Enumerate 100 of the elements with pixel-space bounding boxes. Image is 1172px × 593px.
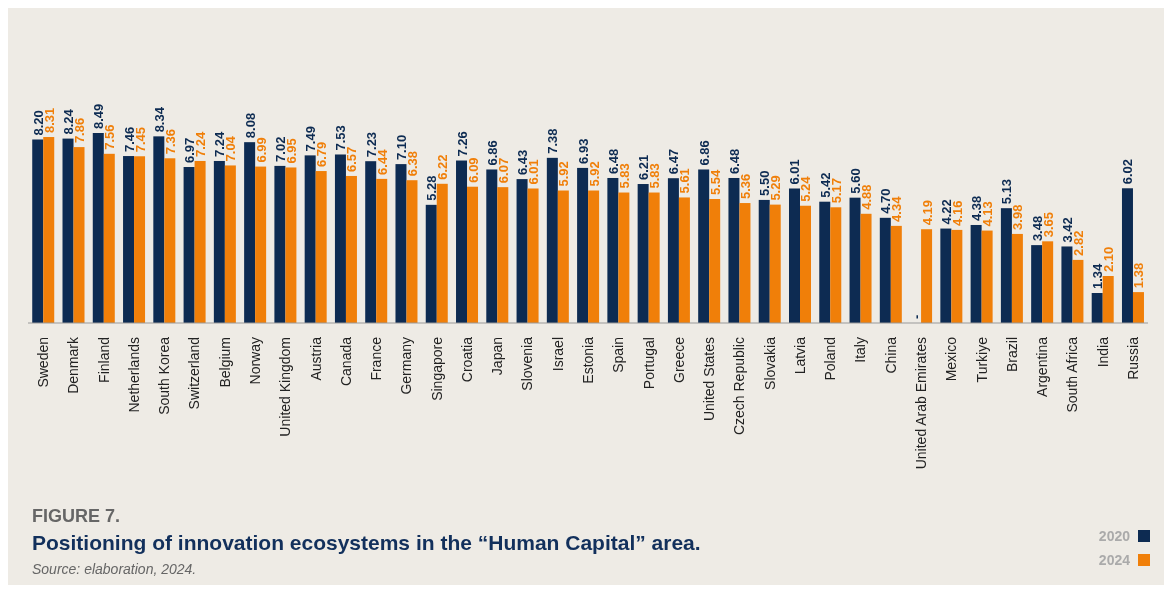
bar [1000, 208, 1012, 323]
bar [1042, 241, 1054, 323]
bar [678, 197, 690, 323]
x-tick-label: South Africa [1064, 336, 1081, 413]
bar [890, 225, 902, 323]
data-label: 6.93 [575, 138, 591, 164]
bar [497, 187, 509, 323]
data-label: 8.34 [151, 106, 167, 133]
x-tick-label: Israel [549, 337, 566, 372]
data-label: 7.38 [545, 128, 561, 154]
data-label: 6.79 [314, 141, 330, 168]
data-label: 7.56 [102, 124, 118, 150]
data-label: 3.98 [1010, 204, 1026, 230]
bar [860, 213, 872, 323]
bar [334, 154, 346, 323]
bar [1102, 276, 1114, 323]
x-tick-label: United States [701, 337, 718, 422]
caption: FIGURE 7. [32, 506, 121, 527]
bar [395, 164, 407, 323]
bar [486, 169, 498, 323]
data-label: 4.34 [889, 195, 905, 222]
data-label: 6.01 [526, 159, 542, 185]
bar [1132, 292, 1144, 323]
x-tick-label: Greece [670, 336, 687, 383]
x-tick-label: Poland [822, 337, 839, 381]
bar [728, 177, 740, 323]
x-tick-label: Japan [489, 337, 506, 376]
x-tick-label: South Korea [156, 336, 173, 415]
bar [849, 197, 861, 323]
bar [739, 203, 751, 323]
bar [376, 178, 388, 323]
bar [546, 157, 558, 323]
data-label: 4.88 [859, 184, 875, 210]
data-label: 2.10 [1101, 246, 1117, 272]
x-tick-label: Singapore [428, 336, 445, 401]
data-label: 4.22 [938, 199, 954, 225]
x-tick-label: France [368, 336, 385, 381]
bar [164, 158, 176, 323]
data-label: 1.38 [1131, 262, 1147, 289]
bar [1061, 246, 1073, 323]
bar [577, 167, 589, 323]
data-label: 6.57 [344, 146, 360, 172]
bar [940, 228, 952, 323]
x-tick-label: Canada [337, 336, 354, 387]
bar [879, 217, 891, 323]
bar [618, 192, 630, 323]
x-tick-label: Argentina [1034, 336, 1051, 397]
source-note: Source: elaboration, 2024. [32, 561, 198, 577]
x-tick-label: Austria [307, 336, 324, 381]
x-tick-label: Croatia [458, 336, 475, 383]
bar [769, 204, 781, 323]
data-label: 6.48 [726, 148, 742, 174]
bar [365, 161, 377, 323]
bar [981, 230, 993, 323]
data-label: 6.09 [465, 157, 481, 183]
x-tick-label: Portugal [640, 337, 657, 390]
bar [921, 229, 933, 323]
bar [1031, 245, 1043, 323]
x-tick-label: Norway [247, 337, 264, 385]
data-label: 5.13 [999, 178, 1015, 205]
bar [32, 139, 44, 323]
bar [1011, 233, 1023, 323]
bar [406, 180, 418, 323]
data-label: 4.13 [980, 201, 996, 227]
bar [789, 188, 800, 323]
x-tick-label: Russia [1124, 336, 1141, 380]
bar [1091, 293, 1103, 323]
bar [43, 137, 55, 323]
data-label: 7.86 [72, 117, 88, 144]
x-tick-label: Belgium [216, 337, 233, 388]
bar [951, 229, 963, 323]
bar [516, 179, 528, 323]
data-label: 4.19 [919, 199, 935, 226]
bar [73, 147, 85, 323]
x-tick-label: Estonia [580, 336, 596, 384]
x-tick-label: Germany [398, 337, 415, 395]
bar [274, 165, 286, 323]
bar [345, 175, 357, 323]
bar [224, 165, 236, 323]
bar [62, 138, 74, 323]
x-tick-label: Italy [852, 337, 869, 363]
data-label: 5.29 [768, 175, 784, 201]
data-label: 7.04 [223, 135, 239, 162]
bar [667, 178, 679, 323]
data-label: 6.86 [484, 140, 500, 166]
bar [304, 155, 316, 323]
bar [819, 201, 831, 323]
x-tick-label: Sweden [35, 337, 52, 388]
data-label: 5.61 [677, 168, 693, 194]
data-label: 5.83 [647, 163, 663, 189]
bar [698, 169, 710, 323]
data-label: 7.02 [272, 136, 288, 162]
x-tick-label: United Kingdom [277, 337, 294, 437]
data-label: 6.99 [253, 137, 269, 163]
data-label: 3.48 [1029, 215, 1045, 242]
bar [92, 133, 104, 323]
bar [467, 186, 479, 323]
bar [103, 153, 115, 323]
x-tick-label: Turkiye [973, 336, 990, 383]
bar [1072, 259, 1084, 323]
